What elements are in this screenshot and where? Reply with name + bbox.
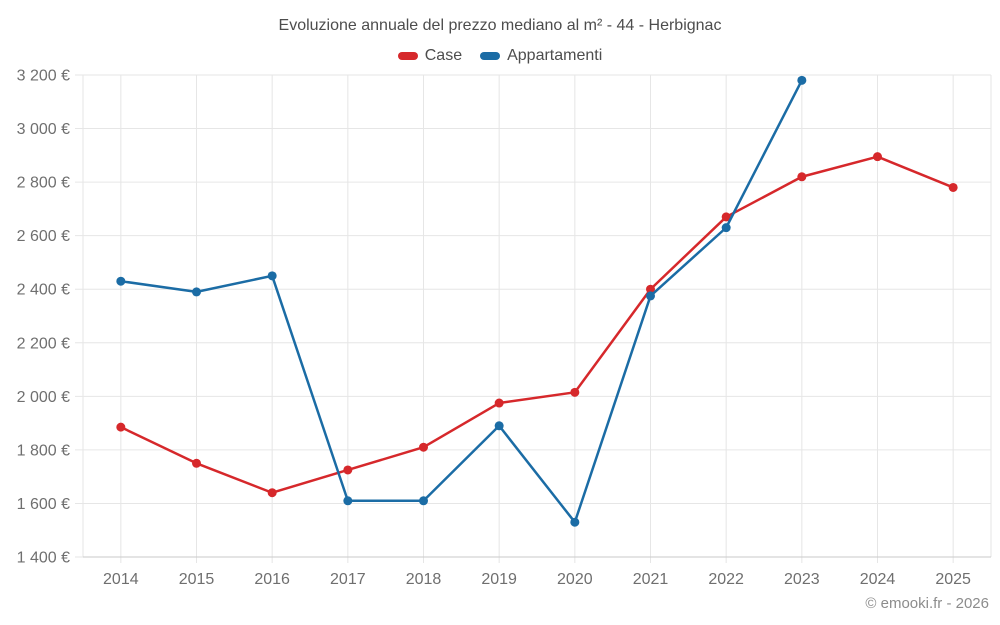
case-series-swatch-icon [397, 52, 418, 60]
data-point-case-2021 [646, 284, 655, 294]
y-axis-tick-label: 3 000 € [17, 121, 70, 138]
data-point-appartamenti-2021 [646, 291, 655, 301]
series-line-appartamenti [119, 79, 804, 524]
data-point-case-2018 [419, 442, 428, 452]
watermark-credit: © emooki.fr - 2026 [865, 595, 989, 612]
series-line-case [119, 155, 955, 494]
data-point-case-2019 [494, 398, 504, 408]
legend-label-case: Case [424, 47, 463, 64]
data-point-case-2023 [797, 172, 807, 182]
x-axis-tick-label: 2015 [179, 571, 215, 588]
data-point-appartamenti-2023 [797, 75, 807, 85]
data-point-appartamenti-2019 [494, 421, 504, 431]
data-point-appartamenti-2020 [570, 517, 580, 527]
y-axis-tick-label: 1 600 € [17, 496, 70, 513]
data-point-case-2016 [267, 488, 277, 498]
chart-title: Evoluzione annuale del prezzo mediano al… [278, 17, 722, 34]
data-point-appartamenti-2014 [116, 276, 126, 286]
data-point-case-2022 [721, 212, 731, 222]
x-axis-tick-label: 2014 [103, 571, 139, 588]
data-point-appartamenti-2018 [419, 496, 428, 506]
data-point-appartamenti-2022 [721, 223, 731, 233]
x-axis-tick-label: 2024 [860, 571, 896, 588]
chart-legend: Case Appartamenti [0, 47, 1000, 65]
x-axis-tick-label: 2019 [481, 571, 517, 588]
data-point-appartamenti-2016 [267, 271, 277, 281]
appartamenti-series-swatch-icon [480, 52, 501, 60]
data-point-case-2024 [873, 152, 882, 162]
legend-label-appartamenti: Appartamenti [507, 47, 603, 64]
x-axis-tick-label: 2018 [406, 571, 442, 588]
y-axis-tick-label: 1 400 € [17, 550, 70, 567]
y-axis-tick-label: 2 200 € [17, 335, 70, 352]
x-axis-tick-label: 2020 [557, 571, 593, 588]
y-axis-tick-label: 2 000 € [17, 389, 70, 406]
data-point-case-2025 [948, 182, 958, 192]
y-axis-tick-label: 2 600 € [17, 228, 70, 245]
data-point-case-2014 [116, 422, 126, 432]
legend-item-appartamenti[interactable]: Appartamenti [480, 47, 602, 65]
data-point-case-2020 [570, 387, 580, 397]
x-axis-tick-label: 2025 [935, 571, 971, 588]
data-point-appartamenti-2017 [343, 496, 353, 506]
data-point-appartamenti-2015 [192, 287, 201, 297]
data-point-case-2015 [192, 458, 201, 468]
y-axis-tick-label: 3 200 € [17, 68, 70, 85]
y-axis-tick-label: 2 800 € [17, 175, 70, 192]
x-axis-tick-label: 2021 [633, 571, 669, 588]
x-axis-tick-label: 2016 [254, 571, 290, 588]
data-point-case-2017 [343, 465, 353, 475]
x-axis-tick-label: 2022 [708, 571, 744, 588]
x-axis-tick-label: 2017 [330, 571, 366, 588]
y-axis-tick-label: 2 400 € [17, 282, 70, 299]
y-axis-tick-label: 1 800 € [17, 442, 70, 459]
x-axis-tick-label: 2023 [784, 571, 820, 588]
legend-item-case[interactable]: Case [397, 47, 463, 65]
